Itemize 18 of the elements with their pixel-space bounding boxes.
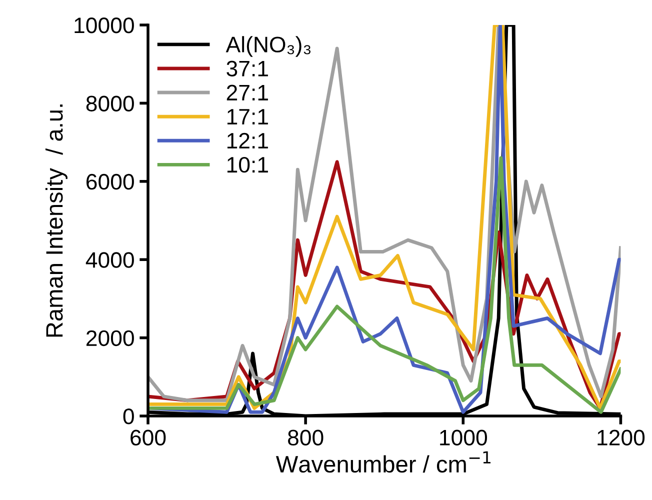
y-axis-title: Raman Intensity / a.u. bbox=[45, 104, 68, 337]
y-tick-label: 4000 bbox=[86, 252, 134, 268]
legend-label: 17:1 bbox=[227, 109, 268, 124]
legend-label: 37:1 bbox=[226, 60, 268, 76]
x-tick-label: 800 bbox=[288, 430, 324, 446]
y-tick-label: 8000 bbox=[86, 96, 134, 112]
y-tick-label: 10000 bbox=[74, 18, 134, 34]
x-tick-label: 1200 bbox=[598, 430, 645, 446]
legend-label: 12:1 bbox=[227, 132, 268, 148]
y-tick-label: 6000 bbox=[86, 174, 134, 190]
x-axis-title: Wavenumber / cm$^{−1}$ bbox=[276, 451, 490, 473]
y-tick-label: 2000 bbox=[86, 330, 134, 346]
legend-label: 10:1 bbox=[227, 156, 268, 173]
y-tick-label: 0 bbox=[123, 408, 134, 424]
legend-label: 27:1 bbox=[226, 84, 268, 100]
x-tick-label: 600 bbox=[130, 430, 166, 446]
legend-label: Al(NO₃)₃ bbox=[226, 36, 311, 57]
x-tick-label: 1000 bbox=[440, 430, 487, 446]
